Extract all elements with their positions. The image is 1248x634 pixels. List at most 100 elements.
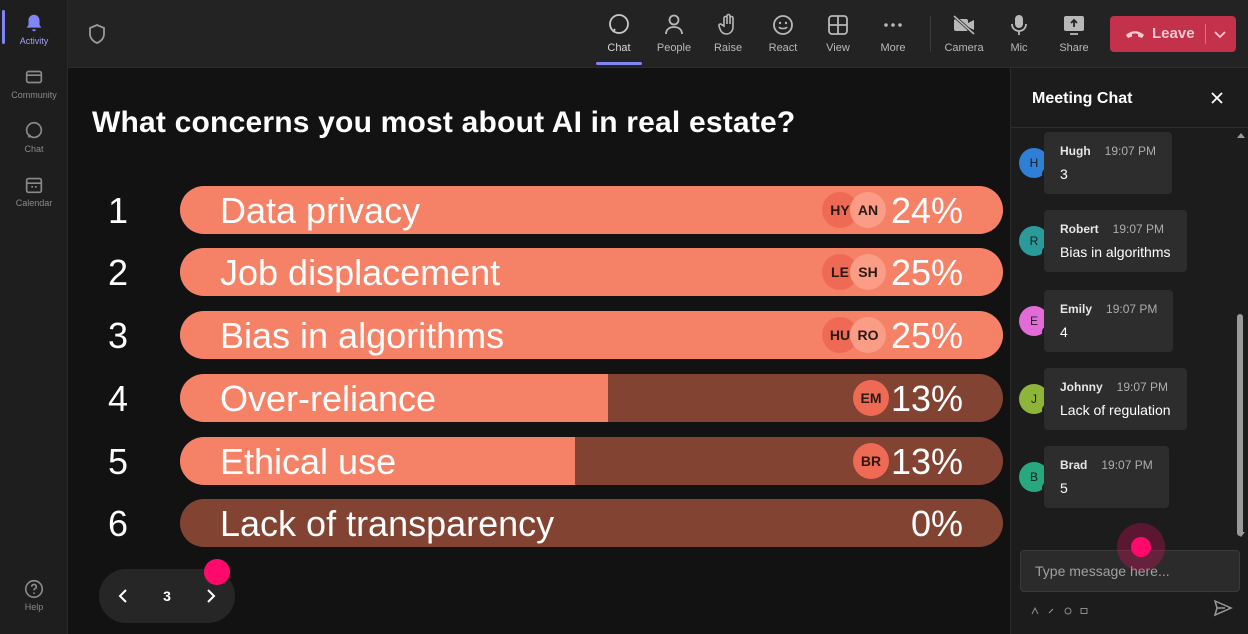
sender-name: Hugh — [1060, 144, 1091, 158]
raise-hand-icon — [718, 13, 734, 35]
poll-option-rank: 5 — [107, 441, 129, 482]
message-bubble[interactable]: Hugh 19:07 PM 3 — [1044, 132, 1173, 194]
poll-option-rank: 3 — [107, 315, 129, 356]
mic-icon — [1011, 15, 1027, 35]
poll-option-row: 3 Bias in algorithms HU RO 25% — [68, 311, 1010, 359]
page-number: 3 — [163, 588, 171, 604]
voter-avatar: RO — [850, 317, 886, 353]
toolbar-label: React — [768, 42, 798, 54]
poll-option-bar: Over-reliance EM 13% — [180, 374, 1003, 422]
poll-option-bar: Lack of transparency 0% — [180, 499, 1003, 547]
toolbar-active-indicator — [596, 62, 642, 65]
poll-option-percent: 13% — [890, 441, 963, 482]
toolbar-camera-button[interactable]: Camera — [940, 10, 988, 62]
emoji-icon[interactable] — [1064, 607, 1072, 615]
gif-icon[interactable] — [1080, 607, 1088, 615]
rail-item-label: Help — [24, 602, 44, 612]
message-timestamp: 19:07 PM — [1104, 144, 1157, 158]
attach-icon[interactable] — [1047, 607, 1055, 615]
react-icon — [773, 15, 793, 35]
chevron-right-icon[interactable] — [201, 587, 219, 605]
close-icon[interactable] — [1209, 90, 1225, 106]
chat-icon — [609, 14, 629, 34]
people-icon — [665, 14, 683, 35]
poll-slide: What concerns you most about AI in real … — [68, 68, 1010, 634]
message-text: 3 — [1060, 166, 1068, 182]
chevron-down-icon[interactable] — [1212, 26, 1228, 42]
rail-item-label: Calendar — [15, 198, 53, 208]
sender-name: Emily — [1060, 302, 1093, 316]
help-icon — [24, 579, 44, 599]
rail-item-chat[interactable]: Chat — [0, 120, 68, 154]
camera-off-icon — [952, 14, 976, 36]
poll-option-percent: 25% — [890, 252, 963, 293]
voter-avatar: EM — [853, 380, 889, 416]
format-icon[interactable] — [1031, 607, 1039, 615]
poll-option-percent: 13% — [890, 378, 963, 419]
message-timestamp: 19:07 PM — [1106, 302, 1158, 316]
message-bubble[interactable]: Robert 19:07 PM Bias in algorithms — [1044, 210, 1187, 272]
toolbar-view-button[interactable]: View — [814, 10, 862, 62]
poll-question: What concerns you most about AI in real … — [92, 106, 796, 139]
toolbar-chat-button[interactable]: Chat — [595, 10, 643, 62]
community-icon — [25, 70, 43, 84]
app-rail: Activity Community Chat Calendar Help — [0, 0, 68, 634]
voter-avatar: BR — [853, 443, 889, 479]
rail-item-label: Chat — [24, 144, 44, 154]
message-timestamp: 19:07 PM — [1116, 380, 1169, 394]
toolbar-label: Raise — [713, 42, 743, 54]
toolbar-label: Chat — [607, 42, 631, 54]
rail-item-community[interactable]: Community — [0, 66, 68, 100]
poll-option-bar: Bias in algorithms HU RO 25% — [180, 311, 1003, 359]
poll-option-percent: 24% — [890, 190, 963, 231]
toolbar-people-button[interactable]: People — [650, 10, 698, 62]
voter-avatar: LE — [822, 254, 858, 290]
toolbar-more-button[interactable]: More — [869, 10, 917, 62]
rail-item-help[interactable]: Help — [0, 578, 68, 612]
message-bubble[interactable]: Johnny 19:07 PM Lack of regulation — [1044, 368, 1187, 430]
chat-scrollbar-thumb[interactable] — [1237, 314, 1243, 536]
poll-option-label: Ethical use — [220, 441, 397, 482]
click-indicator — [204, 559, 230, 585]
message-bubble[interactable]: Brad 19:07 PM 5 — [1044, 446, 1169, 508]
toolbar-label: Share — [1059, 42, 1089, 54]
message-bubble[interactable]: Emily 19:07 PM 4 — [1044, 290, 1174, 352]
scroll-down-icon[interactable] — [1237, 530, 1245, 538]
rail-item-calendar[interactable]: Calendar — [0, 174, 68, 208]
toolbar-react-button[interactable]: React — [759, 10, 807, 62]
send-icon[interactable] — [1213, 598, 1233, 618]
toolbar-share-button[interactable]: Share — [1050, 10, 1098, 62]
poll-option-label: Data privacy — [220, 190, 421, 231]
poll-option-fill — [180, 437, 575, 485]
toolbar-separator — [930, 16, 931, 52]
leave-button[interactable]: Leave — [1110, 16, 1236, 52]
click-indicator — [1131, 537, 1151, 557]
poll-option-percent: 25% — [890, 315, 963, 356]
rail-item-activity[interactable]: Activity — [0, 12, 68, 46]
sender-name: Brad — [1060, 458, 1088, 472]
scroll-up-icon[interactable] — [1237, 132, 1245, 140]
poll-option-bar: Ethical use BR 13% — [180, 437, 1003, 485]
message-header: Brad 19:07 PM — [1060, 456, 1153, 474]
toolbar-label: More — [880, 42, 906, 54]
more-icon — [884, 23, 902, 27]
poll-option-percent: 0% — [910, 503, 963, 544]
chevron-left-icon[interactable] — [115, 587, 133, 605]
poll-option-rank: 1 — [107, 190, 129, 231]
poll-option-label: Lack of transparency — [220, 503, 555, 544]
poll-option-label: Bias in algorithms — [220, 315, 505, 356]
toolbar-mic-button[interactable]: Mic — [995, 10, 1043, 62]
toolbar-raise-button[interactable]: Raise — [704, 10, 752, 62]
poll-option-rank: 2 — [107, 252, 129, 293]
shield-icon[interactable] — [88, 24, 106, 44]
chat-composer[interactable] — [1020, 550, 1240, 592]
toolbar-label: View — [826, 42, 850, 54]
message-header: Hugh 19:07 PM — [1060, 142, 1156, 160]
calendar-icon — [25, 177, 43, 194]
poll-option-rank: 6 — [107, 503, 129, 544]
rail-item-label: Activity — [19, 36, 49, 46]
chat-message-input[interactable] — [1035, 561, 1225, 581]
poll-option-row: 4 Over-reliance EM 13% — [68, 374, 1010, 422]
rail-active-indicator — [2, 10, 5, 44]
